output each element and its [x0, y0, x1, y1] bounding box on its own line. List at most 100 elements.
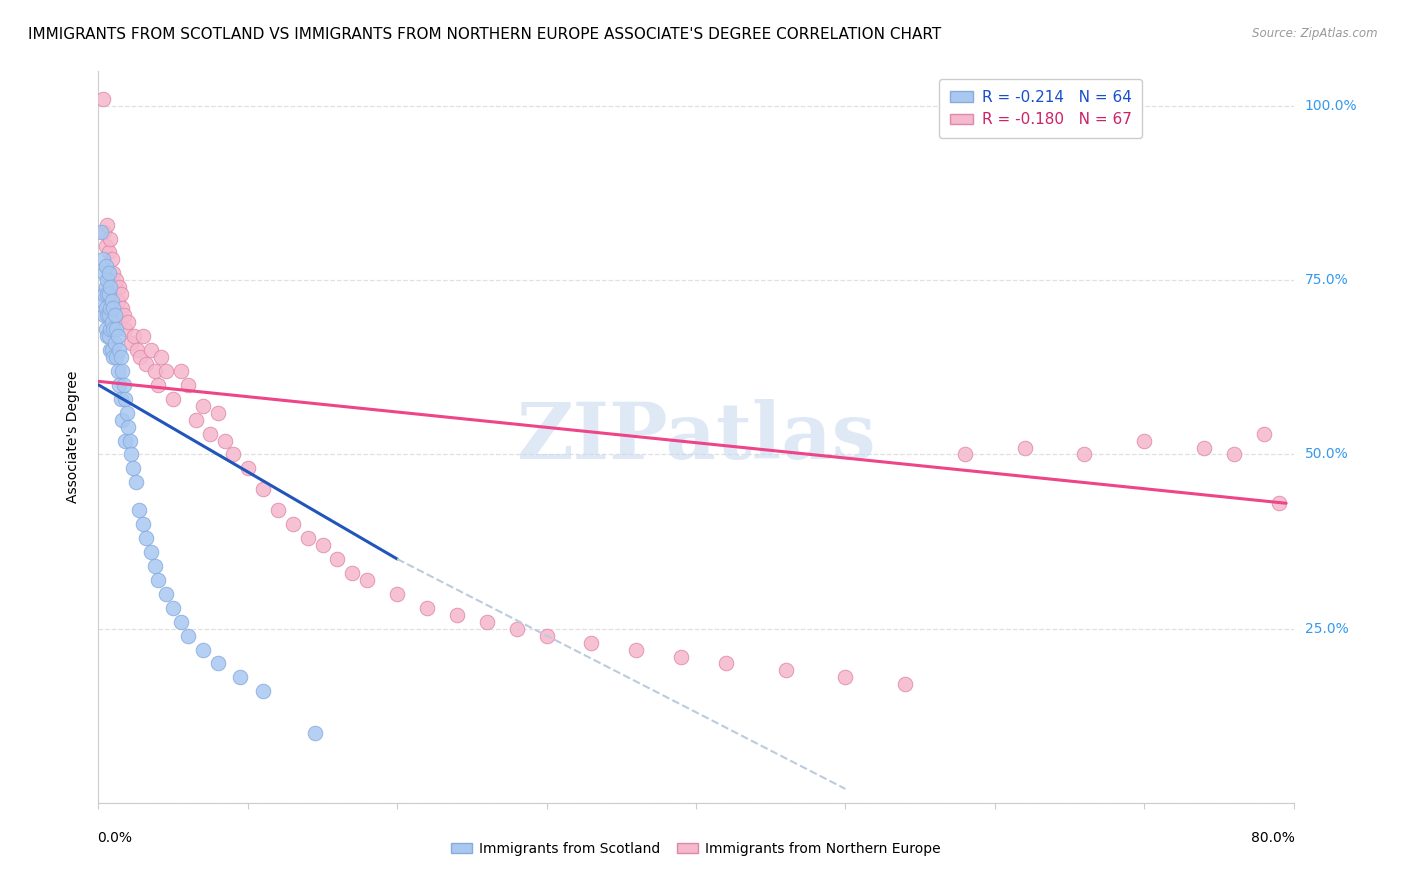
Point [104, 336, 127, 351]
Point [207, 406, 229, 420]
Point [96, 273, 118, 287]
Point [117, 419, 139, 434]
Point [120, 336, 142, 351]
Point [581, 635, 603, 649]
Point [446, 607, 468, 622]
Point [281, 517, 304, 532]
Point [953, 448, 976, 462]
Point [148, 377, 170, 392]
Point [110, 287, 132, 301]
Point [111, 412, 134, 426]
Point [1253, 426, 1275, 441]
Point [93, 266, 115, 280]
Point [162, 392, 184, 406]
Point [191, 642, 214, 657]
Point [1267, 496, 1289, 510]
Point [148, 573, 170, 587]
Point [114, 434, 136, 448]
Point [132, 329, 155, 343]
Point [1223, 448, 1246, 462]
Point [115, 406, 138, 420]
Point [143, 364, 166, 378]
Point [155, 587, 177, 601]
Point [326, 552, 349, 566]
Text: IMMIGRANTS FROM SCOTLAND VS IMMIGRANTS FROM NORTHERN EUROPE ASSOCIATE'S DEGREE C: IMMIGRANTS FROM SCOTLAND VS IMMIGRANTS F… [28, 27, 942, 42]
Text: ZIPatlas: ZIPatlas [516, 399, 876, 475]
Point [120, 448, 142, 462]
Point [90, 225, 112, 239]
Point [103, 301, 125, 316]
Point [111, 364, 134, 378]
Point [97, 245, 120, 260]
Point [94, 322, 117, 336]
Point [103, 266, 125, 280]
Point [104, 308, 127, 322]
Point [94, 301, 117, 316]
Point [669, 649, 692, 664]
Point [135, 357, 157, 371]
Point [101, 252, 124, 267]
Point [111, 301, 134, 316]
Point [1014, 441, 1036, 455]
Point [98, 231, 122, 245]
Point [105, 350, 128, 364]
Point [101, 343, 124, 357]
Point [114, 322, 136, 336]
Point [96, 329, 118, 343]
Legend: Immigrants from Scotland, Immigrants from Northern Europe: Immigrants from Scotland, Immigrants fro… [446, 837, 946, 862]
Point [124, 329, 146, 343]
Point [104, 280, 127, 294]
Point [96, 308, 118, 322]
Point [93, 308, 115, 322]
Point [128, 503, 150, 517]
Point [626, 642, 648, 657]
Text: Source: ZipAtlas.com: Source: ZipAtlas.com [1253, 27, 1378, 40]
Point [169, 364, 191, 378]
Point [169, 615, 191, 629]
Point [96, 218, 118, 232]
Point [177, 629, 200, 643]
Y-axis label: Associate's Degree: Associate's Degree [66, 371, 80, 503]
Point [107, 329, 129, 343]
Point [108, 343, 131, 357]
Point [127, 343, 149, 357]
Point [177, 377, 200, 392]
Point [105, 273, 128, 287]
Point [107, 294, 129, 309]
Point [108, 280, 131, 294]
Point [93, 225, 115, 239]
Point [416, 600, 439, 615]
Point [117, 315, 139, 329]
Point [252, 684, 274, 698]
Point [1192, 441, 1215, 455]
Point [110, 392, 132, 406]
Text: 80.0%: 80.0% [1251, 830, 1295, 845]
Point [475, 615, 498, 629]
Point [97, 266, 120, 280]
Point [252, 483, 274, 497]
Point [97, 329, 120, 343]
Point [93, 287, 115, 301]
Point [94, 280, 117, 294]
Point [834, 670, 856, 684]
Text: 100.0%: 100.0% [1305, 99, 1357, 113]
Point [91, 92, 114, 106]
Point [1073, 448, 1095, 462]
Point [98, 301, 122, 316]
Text: 25.0%: 25.0% [1305, 622, 1348, 636]
Point [103, 322, 125, 336]
Point [114, 392, 136, 406]
Point [129, 350, 152, 364]
Point [894, 677, 917, 691]
Point [98, 343, 122, 357]
Point [125, 475, 148, 490]
Point [506, 622, 529, 636]
Point [97, 287, 120, 301]
Point [385, 587, 409, 601]
Point [98, 322, 122, 336]
Point [536, 629, 558, 643]
Point [236, 461, 259, 475]
Point [96, 287, 118, 301]
Point [101, 315, 124, 329]
Point [108, 377, 131, 392]
